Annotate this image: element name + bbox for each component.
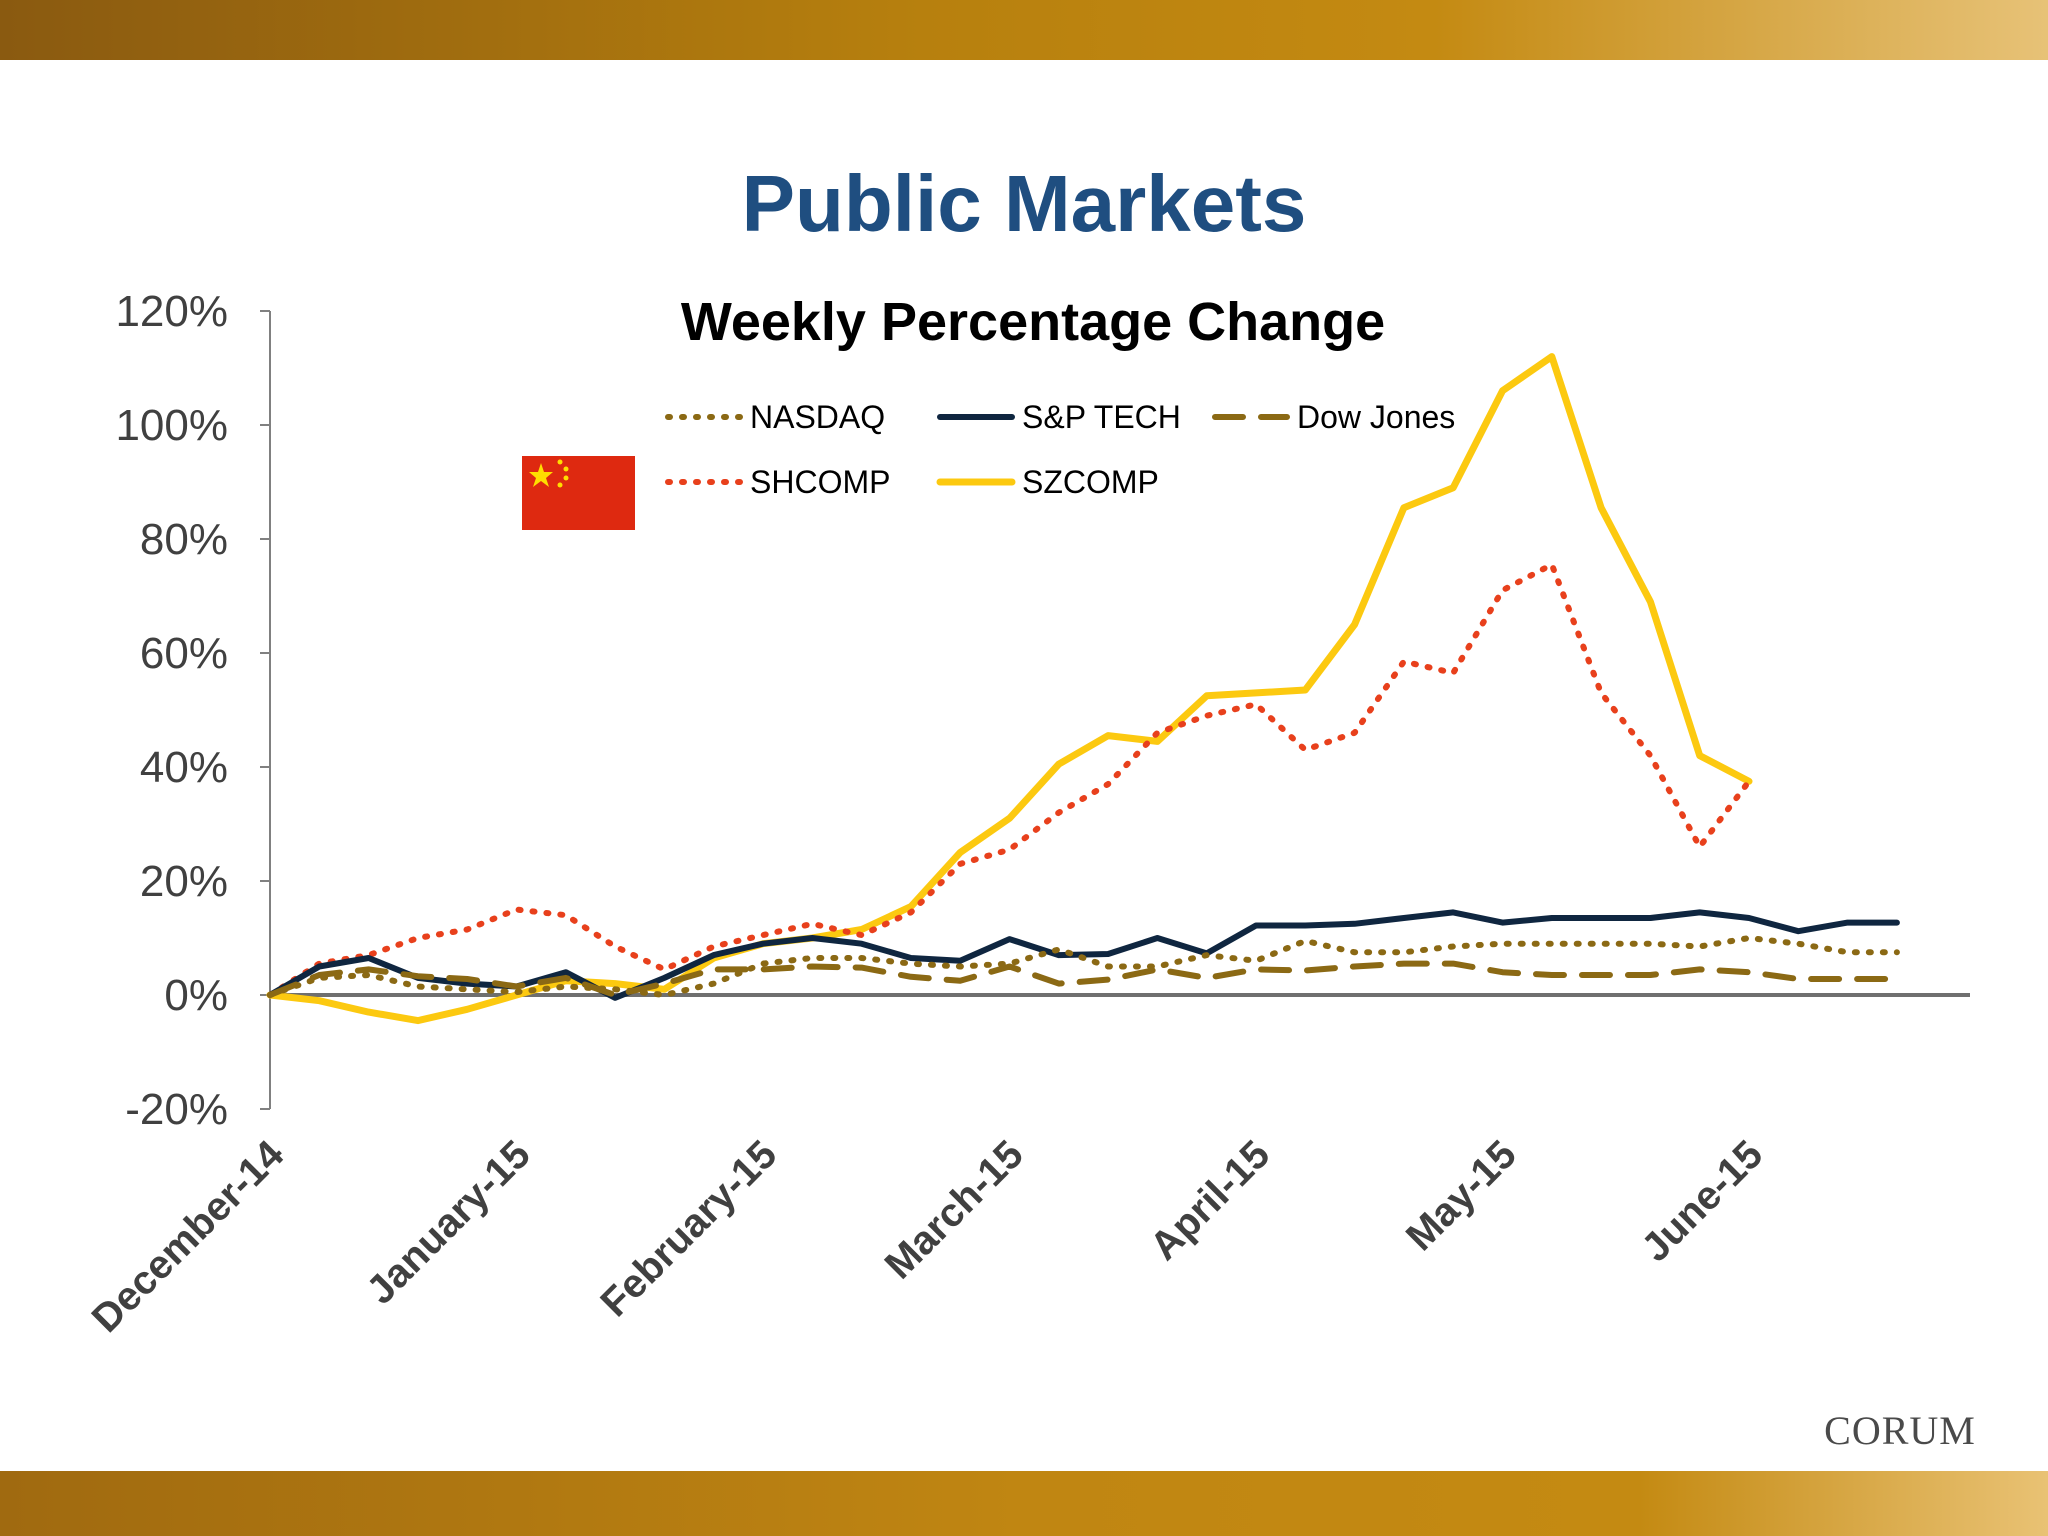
weekly-change-line-chart: Weekly Percentage Change 120% 100% 80% 60% 4… xyxy=(84,287,1970,1341)
legend-label-s-p-tech: S&P TECH xyxy=(1022,399,1181,435)
y-tick-label: 120% xyxy=(115,287,228,336)
x-tick-label: February-15 xyxy=(592,1132,785,1325)
y-tick-label: 100% xyxy=(115,401,228,450)
legend-label-szcomp: SZCOMP xyxy=(1022,464,1159,500)
chart-axes: 120% 100% 80% 60% 40% 20% 0% -20%December-14 Jan… xyxy=(84,287,1970,1341)
x-tick-label: March-15 xyxy=(877,1132,1032,1287)
y-tick-label: -20% xyxy=(125,1085,228,1134)
corum-logo: CORUM xyxy=(1824,1408,1976,1453)
y-tick-label: 0% xyxy=(164,971,228,1020)
x-tick-label: January-15 xyxy=(358,1132,538,1312)
chart-series-lines xyxy=(266,353,1900,1025)
series-line-nasdaq xyxy=(267,935,1900,998)
y-tick-label: 80% xyxy=(140,515,228,564)
y-tick-label: 20% xyxy=(140,857,228,906)
legend-label-nasdaq: NASDAQ xyxy=(750,399,885,435)
chart-title: Weekly Percentage Change xyxy=(681,292,1385,352)
legend-label-shcomp: SHCOMP xyxy=(750,464,890,500)
chart-legend: NASDAQ S&P TECH Dow Jones SHCOMP SZCOMP xyxy=(665,399,1455,500)
x-tick-label: April-15 xyxy=(1142,1132,1278,1268)
y-tick-label: 40% xyxy=(140,743,228,792)
series-line-dow-jones xyxy=(267,960,1900,998)
x-tick-label: June-15 xyxy=(1633,1132,1771,1270)
series-line-shcomp xyxy=(267,561,1752,998)
legend-label-dow-jones: Dow Jones xyxy=(1297,399,1455,435)
top-decorative-bar xyxy=(0,0,2048,60)
x-tick-label: December-14 xyxy=(84,1132,293,1341)
x-tick-label: May-15 xyxy=(1398,1132,1525,1259)
svg-text:CORUM: CORUM xyxy=(1824,1408,1976,1453)
y-tick-label: 60% xyxy=(140,629,228,678)
series-line-szcomp xyxy=(266,353,1753,1025)
bottom-decorative-bar xyxy=(0,1471,2048,1536)
page-title: Public Markets xyxy=(741,159,1307,248)
china-flag-icon xyxy=(522,456,635,530)
